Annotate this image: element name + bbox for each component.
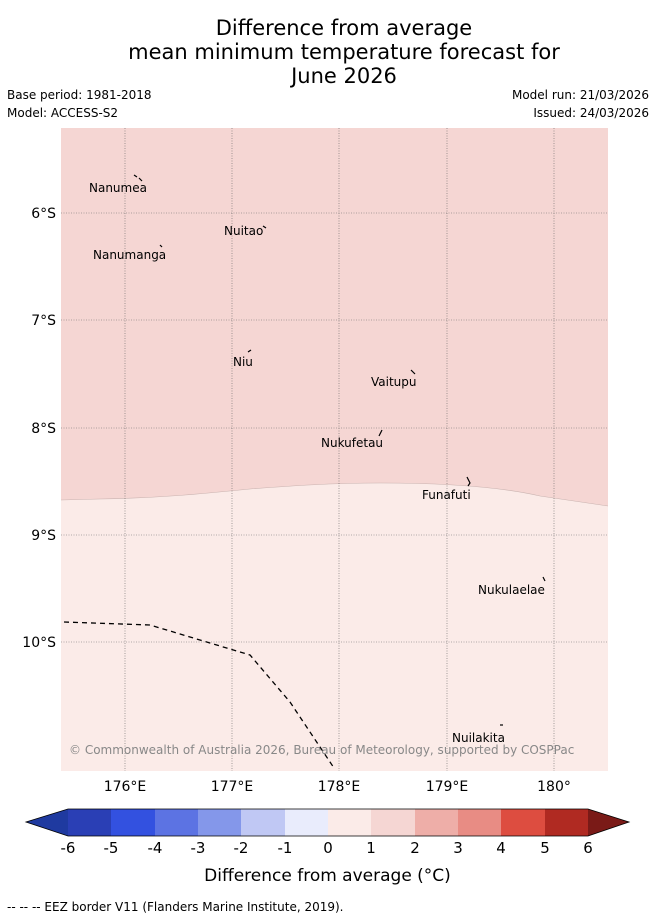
lon-label: 176°E [104, 779, 147, 795]
island-nanumea [133, 174, 143, 182]
colorbar-tick: -5 [104, 839, 119, 857]
colorbar-tick: 2 [410, 839, 420, 857]
colorbar-cell [241, 809, 285, 836]
island-nukufetau [378, 429, 383, 437]
colorbar-cell [458, 809, 502, 836]
colorbar-outline [24, 808, 631, 837]
title-line-1: Difference from average [215, 16, 473, 40]
copyright-notice: © Commonwealth of Australia 2026, Bureau… [69, 743, 574, 757]
colorbar-tick: 0 [323, 839, 333, 857]
colorbar-extend-low [26, 809, 68, 836]
label-nanumea: Nanumea [89, 181, 147, 195]
label-niu: Niu [233, 355, 253, 369]
lon-label: 179°E [426, 779, 469, 795]
lon-label: 177°E [211, 779, 254, 795]
colorbar-extend-high [588, 809, 629, 836]
island-niu [247, 349, 252, 353]
colorbar-tick: 1 [366, 839, 376, 857]
colorbar-cell [328, 809, 372, 836]
label-nuilakita: Nuilakita [452, 731, 505, 745]
label-nukulaelae: Nukulaelae [478, 583, 545, 597]
lon-label: 180° [537, 779, 571, 795]
colorbar-cell [68, 809, 112, 836]
label-nuitao: Nuitao [224, 224, 263, 238]
colorbar-cell [501, 809, 545, 836]
colorbar-tick: -6 [61, 839, 76, 857]
colorbar [24, 808, 631, 837]
colorbar-cell [545, 809, 589, 836]
colorbar-tick: -3 [191, 839, 206, 857]
label-nukufetau: Nukufetau [321, 436, 383, 450]
model-run: Model run: 21/03/2026 [511, 88, 649, 102]
lat-label: 9°S [31, 528, 56, 544]
gridlines [61, 128, 608, 771]
colorbar-tick: 4 [496, 839, 506, 857]
colorbar-cell [415, 809, 459, 836]
colorbar-cell [371, 809, 415, 836]
lat-label: 7°S [31, 313, 56, 329]
lat-label: 10°S [22, 635, 56, 651]
colorbar-cell [198, 809, 242, 836]
chart-title: Difference from average mean minimum tem… [0, 16, 655, 88]
colorbar-cell [155, 809, 199, 836]
island-nukulaelae [542, 576, 546, 582]
band-1-to-2 [61, 128, 608, 506]
eez-border [63, 621, 335, 769]
lat-label: 8°S [31, 421, 56, 437]
colorbar-tick: 3 [453, 839, 463, 857]
colorbar-tick: -1 [278, 839, 293, 857]
colorbar-cell [285, 809, 329, 836]
colorbar-tick: 6 [583, 839, 593, 857]
lon-label: 178°E [318, 779, 361, 795]
colorbar-cell [111, 809, 155, 836]
colorbar-title: Difference from average (°C) [204, 866, 451, 886]
label-vaitupu: Vaitupu [371, 375, 417, 389]
model-name: Model: ACCESS-S2 [7, 106, 119, 120]
island-nanumanga [159, 244, 163, 248]
colorbar-tick: -2 [234, 839, 249, 857]
lat-label: 6°S [31, 206, 56, 222]
colorbar-tick: 5 [540, 839, 550, 857]
label-nanumanga: Nanumanga [93, 248, 166, 262]
islands [133, 174, 546, 726]
island-funafuti [466, 476, 471, 487]
label-funafuti: Funafuti [422, 488, 471, 502]
contour-line [60, 482, 609, 507]
issued-date: Issued: 24/03/2026 [533, 106, 649, 120]
island-vaitupu [410, 369, 416, 375]
title-line-3: June 2026 [291, 64, 397, 88]
colorbar-tick: -4 [148, 839, 163, 857]
island-nuitao [262, 225, 267, 229]
base-period: Base period: 1981-2018 [7, 88, 152, 102]
eez-footnote: -- -- -- EEZ border V11 (Flanders Marine… [7, 900, 344, 914]
forecast-map: Nanumea Nuitao Nanumanga Niu Vaitupu Nuk… [22, 128, 631, 857]
title-line-2: mean minimum temperature forecast for [128, 40, 560, 64]
